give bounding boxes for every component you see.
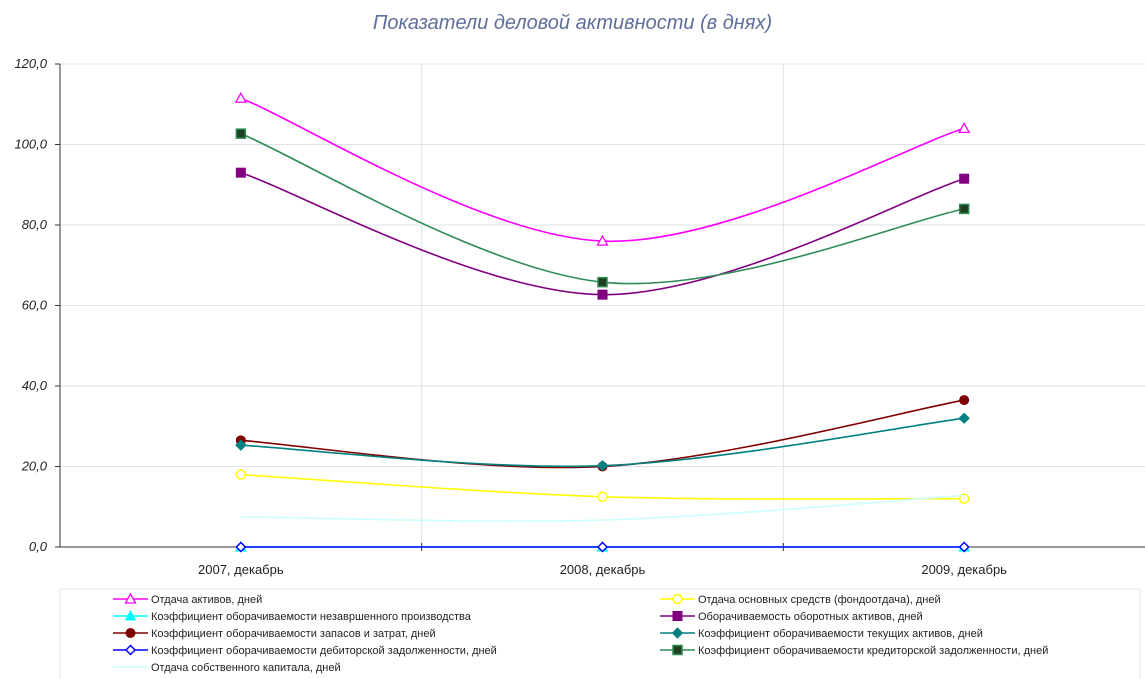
data-point-0-1 — [596, 234, 609, 246]
data-point-3-1 — [597, 289, 608, 300]
y-tick-label: 40,0 — [22, 378, 48, 393]
legend-swatch-marker — [671, 627, 684, 639]
y-tick-label: 120,0 — [14, 56, 47, 71]
legend-box — [59, 588, 1141, 679]
legend-item-1: Отдача основных средств (фондоотдача), д… — [660, 593, 941, 606]
legend-label: Коэффициент оборачиваемости кредиторской… — [698, 645, 1048, 657]
y-tick-label: 80,0 — [22, 217, 48, 232]
series-8 — [240, 494, 965, 522]
legend-item-3: Оборачиваемость оборотных активов, дней — [660, 611, 923, 623]
data-point-1-1 — [597, 491, 608, 502]
series-5 — [235, 412, 970, 472]
series-line-8 — [240, 494, 965, 522]
series-line-3 — [240, 171, 965, 296]
data-point-6-1 — [596, 541, 609, 553]
legend-swatch-marker — [672, 611, 683, 621]
y-tick-label: 100,0 — [14, 137, 47, 152]
legend-swatch-marker — [125, 628, 136, 638]
legend-item-7: Коэффициент оборачиваемости кредиторской… — [660, 644, 1048, 657]
legend-label: Отдача собственного капитала, дней — [151, 662, 341, 674]
legend-label: Отдача активов, дней — [151, 594, 262, 606]
data-point-1-0 — [235, 469, 247, 480]
series-6 — [235, 541, 970, 553]
legend-swatch-marker — [672, 644, 683, 656]
legend: Отдача активов, дней Отдача основных сред… — [59, 588, 1141, 679]
legend-item-0: Отдача активов, дней — [113, 592, 262, 606]
legend-swatch-marker — [124, 592, 137, 604]
x-tick-label: 2008, декабрь — [560, 562, 646, 577]
data-point-3-0 — [235, 167, 246, 178]
y-tick-label: 60,0 — [22, 298, 48, 313]
data-point-6-2 — [958, 541, 970, 553]
legend-label: Коэффициент оборачиваемости запасов и за… — [151, 628, 436, 640]
data-point-0-2 — [958, 122, 971, 134]
chart-title: Показатели деловой активности (в днях) — [372, 12, 773, 34]
legend-label: Коэффициент оборачиваемости незавршенног… — [151, 611, 472, 623]
data-point-3-2 — [959, 173, 970, 184]
legend-label: Отдача основных средств (фондоотдача), д… — [698, 594, 941, 606]
legend-item-4: Коэффициент оборачиваемости запасов и за… — [113, 628, 436, 640]
series-3 — [235, 167, 970, 300]
legend-label: Коэффициент оборачиваемости дебиторской … — [151, 645, 497, 657]
series-0 — [234, 91, 971, 246]
legend-item-2: Коэффициент оборачиваемости незавршенног… — [113, 609, 472, 623]
series-7 — [235, 128, 970, 288]
x-tick-label: 2007, декабрь — [198, 562, 284, 577]
series-line-5 — [240, 417, 965, 468]
data-point-5-0 — [235, 439, 247, 451]
data-point-0-0 — [234, 91, 247, 103]
series-layer — [234, 91, 971, 553]
legend-item-5: Коэффициент оборачиваемости текущих акти… — [660, 627, 983, 640]
data-point-6-0 — [235, 541, 247, 553]
axes: 0,0 20,0 40,0 60,0 80,0 100,0 120,0 2007, декаб… — [14, 56, 1145, 577]
legend-label: Оборачиваемость оборотных активов, дней — [698, 611, 923, 623]
series-line-4 — [240, 399, 965, 469]
series-1 — [235, 469, 970, 504]
data-point-1-2 — [958, 493, 970, 504]
data-point-7-1 — [597, 276, 608, 288]
series-4 — [235, 395, 970, 472]
legend-swatch-marker — [124, 644, 137, 656]
data-point-7-0 — [235, 128, 247, 139]
legend-label: Коэффициент оборачиваемости текущих акти… — [698, 628, 983, 640]
data-point-4-2 — [959, 395, 970, 406]
legend-item-6: Коэффициент оборачиваемости дебиторской … — [113, 644, 497, 657]
y-tick-label: 20,0 — [21, 459, 48, 474]
data-point-5-2 — [958, 412, 970, 424]
data-point-7-2 — [958, 203, 970, 215]
legend-item-8: Отдача собственного капитала, дней — [113, 662, 341, 674]
series-line-7 — [240, 132, 965, 285]
legend-swatch-marker — [672, 593, 683, 605]
y-tick-label: 0,0 — [29, 539, 48, 554]
x-tick-label: 2009, декабрь — [921, 562, 1007, 577]
grid — [60, 63, 1145, 547]
legend-swatch-marker — [124, 609, 137, 621]
data-point-5-1 — [596, 459, 609, 472]
